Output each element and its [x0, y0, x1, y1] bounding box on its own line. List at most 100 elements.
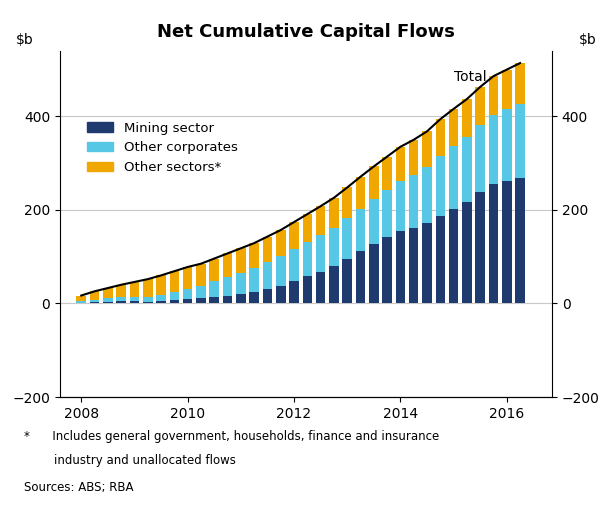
Bar: [276, 286, 286, 303]
Bar: [76, 302, 86, 303]
Bar: [196, 264, 206, 286]
Bar: [356, 209, 365, 251]
Bar: [449, 109, 458, 146]
Bar: [382, 190, 392, 237]
Text: $b: $b: [16, 34, 34, 47]
Bar: [170, 300, 179, 303]
Bar: [90, 300, 100, 302]
Bar: [209, 297, 219, 303]
Bar: [156, 275, 166, 295]
Bar: [223, 277, 232, 296]
Bar: [475, 125, 485, 192]
Bar: [369, 199, 379, 244]
Bar: [183, 267, 193, 289]
Bar: [475, 87, 485, 125]
Bar: [462, 202, 472, 303]
Bar: [196, 286, 206, 298]
Bar: [409, 175, 418, 228]
Bar: [302, 276, 312, 303]
Bar: [316, 235, 325, 272]
Bar: [462, 137, 472, 202]
Bar: [289, 249, 299, 281]
Bar: [436, 119, 445, 156]
Bar: [196, 298, 206, 303]
Bar: [329, 266, 339, 303]
Bar: [170, 292, 179, 300]
Bar: [183, 289, 193, 299]
Bar: [475, 192, 485, 303]
Bar: [395, 181, 405, 232]
Bar: [515, 178, 525, 303]
Bar: [356, 251, 365, 303]
Bar: [183, 299, 193, 303]
Bar: [356, 177, 365, 209]
Bar: [263, 290, 272, 303]
Bar: [223, 253, 232, 277]
Bar: [250, 243, 259, 268]
Bar: [76, 301, 86, 302]
Text: industry and unallocated flows: industry and unallocated flows: [24, 454, 236, 467]
Bar: [289, 281, 299, 303]
Bar: [276, 230, 286, 256]
Title: Net Cumulative Capital Flows: Net Cumulative Capital Flows: [157, 23, 455, 41]
Bar: [489, 115, 498, 184]
Text: Total: Total: [454, 70, 486, 84]
Bar: [116, 301, 126, 303]
Bar: [236, 294, 245, 303]
Bar: [502, 109, 512, 181]
Bar: [236, 248, 245, 273]
Bar: [116, 285, 126, 297]
Bar: [343, 259, 352, 303]
Bar: [76, 296, 86, 301]
Bar: [143, 297, 152, 302]
Bar: [103, 302, 113, 303]
Bar: [369, 244, 379, 303]
Bar: [436, 156, 445, 215]
Bar: [369, 166, 379, 199]
Bar: [436, 215, 445, 303]
Legend: Mining sector, Other corporates, Other sectors*: Mining sector, Other corporates, Other s…: [82, 117, 243, 179]
Bar: [276, 256, 286, 286]
Bar: [515, 63, 525, 104]
Bar: [130, 282, 139, 297]
Bar: [156, 301, 166, 303]
Bar: [103, 298, 113, 302]
Bar: [316, 206, 325, 235]
Bar: [489, 76, 498, 115]
Bar: [395, 147, 405, 181]
Bar: [250, 268, 259, 292]
Bar: [103, 288, 113, 298]
Bar: [90, 291, 100, 300]
Bar: [422, 131, 432, 167]
Bar: [502, 70, 512, 109]
Bar: [263, 262, 272, 290]
Bar: [209, 259, 219, 281]
Bar: [489, 184, 498, 303]
Bar: [329, 198, 339, 228]
Bar: [409, 228, 418, 303]
Bar: [302, 242, 312, 276]
Text: *      Includes general government, households, finance and insurance: * Includes general government, household…: [24, 430, 439, 443]
Bar: [343, 187, 352, 218]
Bar: [143, 302, 152, 303]
Bar: [422, 167, 432, 223]
Bar: [130, 297, 139, 301]
Bar: [329, 228, 339, 266]
Bar: [409, 140, 418, 175]
Bar: [302, 214, 312, 242]
Bar: [236, 273, 245, 294]
Bar: [289, 222, 299, 249]
Bar: [449, 146, 458, 209]
Bar: [143, 279, 152, 297]
Bar: [250, 292, 259, 303]
Bar: [116, 297, 126, 301]
Bar: [462, 99, 472, 137]
Bar: [449, 209, 458, 303]
Bar: [382, 237, 392, 303]
Bar: [263, 237, 272, 262]
Bar: [209, 281, 219, 297]
Bar: [316, 272, 325, 303]
Bar: [515, 104, 525, 178]
Text: $b: $b: [578, 34, 596, 47]
Bar: [170, 271, 179, 292]
